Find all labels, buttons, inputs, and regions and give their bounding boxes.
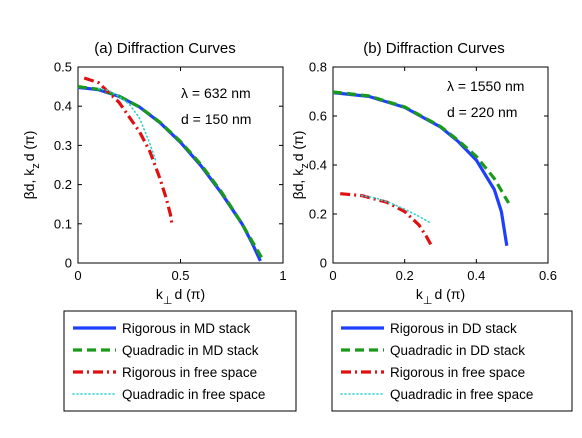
y-tick-label: 0.4 bbox=[309, 158, 327, 173]
legend-label-3: Rigorous in free space bbox=[390, 365, 525, 380]
y-tick-label: 0.6 bbox=[309, 109, 327, 124]
legend-label-1: Rigorous in DD stack bbox=[390, 321, 517, 336]
x-tick-label: 1 bbox=[279, 268, 286, 283]
legend-label-1: Rigorous in MD stack bbox=[122, 321, 251, 336]
chart-title: (a) Diffraction Curves bbox=[94, 40, 235, 57]
y-tick-label: 0.8 bbox=[309, 60, 327, 75]
annotation: d = 220 nm bbox=[447, 104, 517, 120]
y-tick-label: 0.4 bbox=[54, 99, 72, 114]
annotation: λ = 632 nm bbox=[181, 85, 251, 101]
annotation: d = 150 nm bbox=[181, 111, 251, 127]
legend-label-4: Quadradic in free space bbox=[390, 387, 533, 402]
y-tick-label: 0.2 bbox=[54, 177, 72, 192]
legend-label-2: Quadradic in DD stack bbox=[390, 343, 525, 358]
y-tick-label: 0 bbox=[65, 256, 72, 271]
panel-b: (b) Diffraction Curves 0 0.2 0.4 0.6 0 0.2 0.4 0… bbox=[290, 40, 557, 307]
y-tick-label: 0.5 bbox=[54, 60, 72, 75]
x-tick-label: 0 bbox=[74, 268, 81, 283]
series-line-3 bbox=[83, 76, 174, 227]
y-tick-label: 0.1 bbox=[54, 216, 72, 231]
x-axis-label: k⊥ d (π) bbox=[156, 286, 205, 307]
y-tick-label: 0.2 bbox=[309, 207, 327, 222]
legend-label-2: Quadradic in MD stack bbox=[122, 343, 259, 358]
legend-label-4: Quadradic in free space bbox=[122, 387, 265, 402]
x-tick-label: 0.6 bbox=[539, 268, 557, 283]
y-tick-label: 0 bbox=[320, 256, 327, 271]
series-line-4 bbox=[360, 194, 431, 224]
x-tick-label: 0.5 bbox=[171, 268, 189, 283]
series-line-2 bbox=[332, 90, 510, 204]
y-axis-label: βd, kzd (π) bbox=[290, 131, 311, 200]
x-tick-label: 0.2 bbox=[396, 268, 414, 283]
x-tick-label: 0.4 bbox=[467, 268, 485, 283]
legend-label-3: Rigorous in free space bbox=[122, 365, 257, 380]
y-tick-label: 0.3 bbox=[54, 138, 72, 153]
x-tick-label: 0 bbox=[329, 268, 336, 283]
legend-a: Rigorous in MD stack Quadradic in MD stac… bbox=[63, 310, 297, 412]
annotation: λ = 1550 nm bbox=[447, 78, 524, 94]
series-line-4 bbox=[97, 87, 157, 162]
y-axis-label: βd, kzd (π) bbox=[21, 131, 42, 200]
chart-title: (b) Diffraction Curves bbox=[363, 40, 504, 57]
legend-b: Rigorous in DD stack Quadradic in DD stac… bbox=[331, 310, 573, 412]
panel-a: (a) Diffraction Curves 0 0.5 1 0 0.1 0.2 0.3 0.4… bbox=[21, 40, 287, 307]
x-axis-label: k⊥ d (π) bbox=[416, 286, 465, 307]
